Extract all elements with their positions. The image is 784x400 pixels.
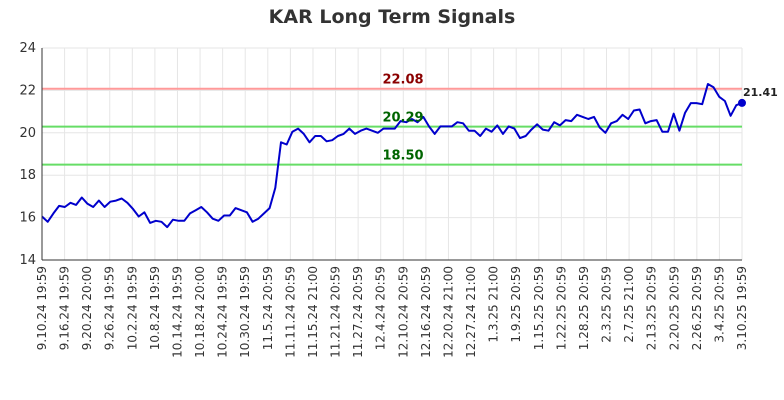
x-tick-label: 11.15.24 21:00 bbox=[306, 266, 320, 358]
x-tick-label: 2.13.25 20:59 bbox=[645, 266, 659, 350]
x-tick-label: 10.8.24 19:59 bbox=[148, 266, 162, 350]
last-value-marker bbox=[738, 98, 746, 107]
x-tick-label: 10.18.24 20:00 bbox=[193, 266, 207, 358]
x-tick-label: 1.3.25 21:00 bbox=[487, 266, 501, 343]
x-tick-label: 1.28.25 20:59 bbox=[577, 266, 591, 350]
x-tick-label: 10.24.24 19:59 bbox=[216, 266, 230, 358]
y-tick-label: 22 bbox=[19, 83, 36, 98]
price-series-line bbox=[41, 83, 743, 229]
x-tick-label: 12.20.24 21:00 bbox=[441, 266, 455, 358]
x-tick-label: 9.10.24 19:59 bbox=[35, 266, 49, 350]
last-value-label: 21.41 bbox=[743, 86, 778, 99]
x-tick-label: 9.16.24 19:59 bbox=[58, 266, 72, 350]
x-tick-label: 2.7.25 21:00 bbox=[622, 266, 636, 343]
x-tick-label: 10.2.24 19:59 bbox=[125, 266, 139, 350]
x-tick-label: 9.20.24 20:00 bbox=[80, 266, 94, 350]
x-tick-label: 12.16.24 20:59 bbox=[419, 266, 433, 358]
axis-layer: 14 16 18 20 22 24 9.10.24 19:59 9.16.24 19:59 9.… bbox=[19, 41, 749, 358]
x-tick-label: 12.27.24 21:00 bbox=[464, 266, 478, 358]
x-tick-label: 12.10.24 20:59 bbox=[396, 266, 410, 358]
x-tick-label: 2.26.25 20:59 bbox=[690, 266, 704, 350]
x-tick-label: 3.4.25 20:59 bbox=[712, 266, 726, 343]
y-tick-label: 14 bbox=[19, 253, 36, 268]
x-tick-label: 2.3.25 20:59 bbox=[600, 266, 614, 343]
x-tick-label: 12.4.24 20:59 bbox=[374, 266, 388, 350]
y-tick-label: 24 bbox=[19, 41, 36, 56]
x-tick-label: 1.15.25 20:59 bbox=[532, 266, 546, 350]
x-tick-label: 10.30.24 19:59 bbox=[238, 266, 252, 358]
x-tick-label: 11.27.24 20:59 bbox=[351, 266, 365, 358]
grid-layer bbox=[41, 47, 743, 261]
x-tick-label: 11.11.24 20:59 bbox=[283, 266, 297, 358]
x-tick-label: 2.20.25 20:59 bbox=[667, 266, 681, 350]
y-tick-label: 20 bbox=[19, 126, 36, 141]
x-tick-label: 10.14.24 19:59 bbox=[170, 266, 184, 358]
x-tick-label: 3.10.25 19:59 bbox=[735, 266, 749, 350]
x-tick-label: 11.21.24 20:59 bbox=[329, 266, 343, 358]
x-tick-label: 9.26.24 19:59 bbox=[103, 266, 117, 350]
reference-line-label: 20.29 bbox=[382, 111, 423, 126]
reference-lines-layer bbox=[42, 87, 742, 166]
chart-title: KAR Long Term Signals bbox=[268, 6, 516, 28]
x-tick-label: 1.22.25 20:59 bbox=[554, 266, 568, 350]
labels-layer: 22.08 20.29 18.50 21.41 bbox=[382, 73, 777, 164]
y-tick-label: 18 bbox=[19, 168, 36, 183]
x-tick-label: 11.5.24 20:59 bbox=[261, 266, 275, 350]
x-tick-label: 1.9.25 20:59 bbox=[509, 266, 523, 343]
y-tick-label: 16 bbox=[19, 211, 36, 226]
series-layer bbox=[41, 83, 746, 229]
reference-line-label: 18.50 bbox=[382, 149, 423, 164]
reference-line-label: 22.08 bbox=[382, 73, 423, 88]
